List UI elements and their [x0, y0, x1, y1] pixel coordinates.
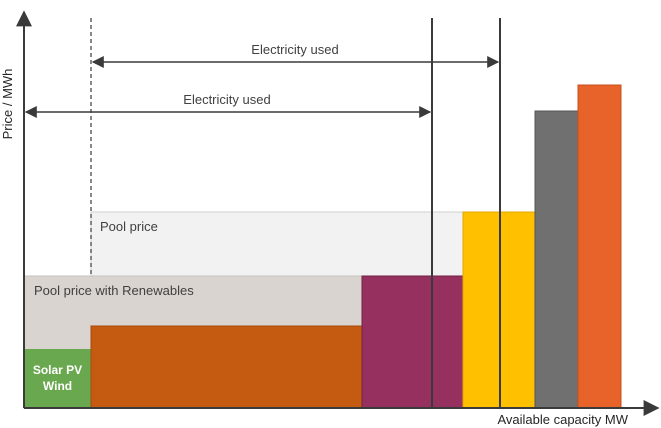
x-axis-label: Available capacity MW	[497, 412, 628, 427]
renewables-label-line2: Wind	[43, 379, 72, 393]
pool-price-band	[90, 211, 464, 277]
orange-block	[577, 84, 622, 409]
pool-price-label: Pool price	[100, 219, 158, 234]
pool-price-renewables-label: Pool price with Renewables	[34, 283, 194, 298]
magenta-block	[361, 275, 464, 409]
renewables-label-line1: Solar PV	[33, 363, 82, 377]
renewables-block	[24, 349, 91, 408]
orange-brown-block	[90, 325, 363, 409]
gray-block	[534, 110, 579, 409]
electricity-used-upper-label: Electricity used	[251, 42, 338, 57]
y-axis-label: Price / MWh	[0, 69, 15, 140]
electricity-used-lower-label: Electricity used	[183, 92, 270, 107]
